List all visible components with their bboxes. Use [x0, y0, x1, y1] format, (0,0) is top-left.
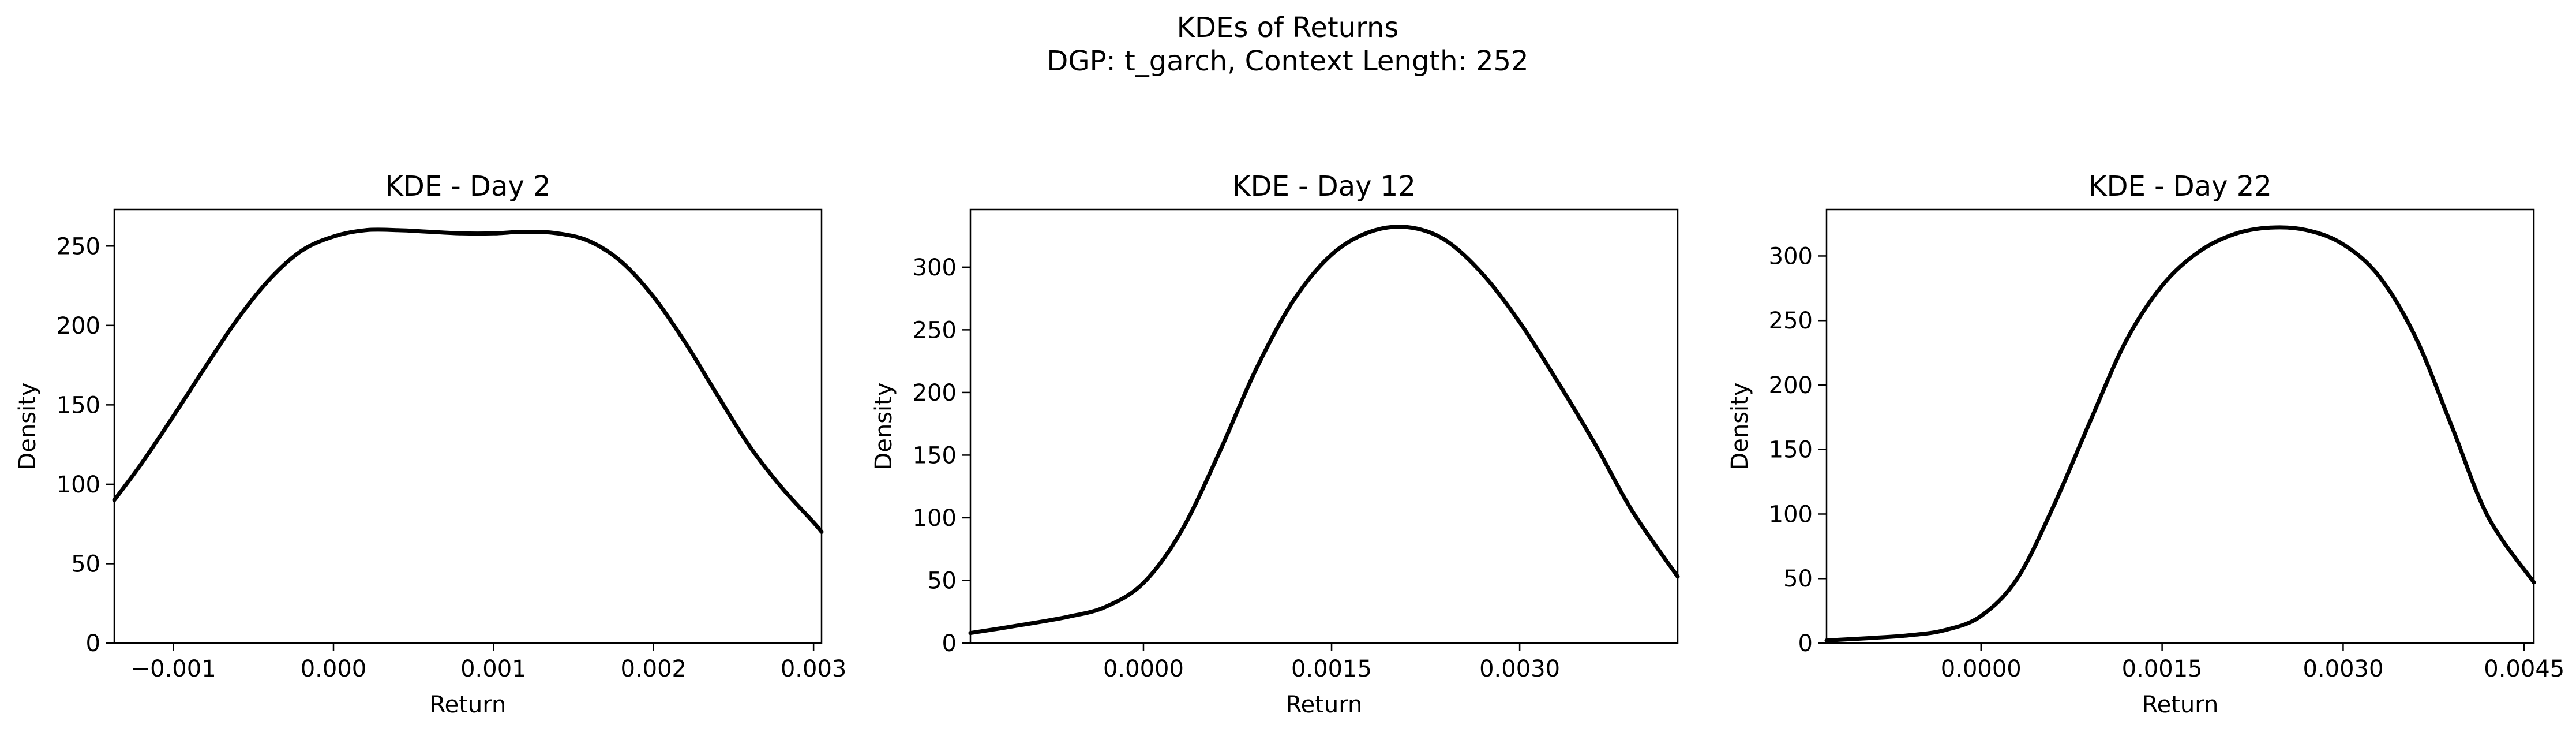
y-tick-label: 150	[57, 392, 100, 419]
y-axis-label: Density	[1727, 382, 1753, 470]
x-tick-label: 0.000	[301, 656, 367, 682]
y-tick-label: 250	[57, 233, 100, 260]
y-axis-label: Density	[871, 382, 897, 470]
y-tick-label: 200	[1769, 372, 1813, 399]
y-tick-label: 50	[1783, 566, 1813, 592]
figure-title-line1: KDEs of Returns	[1177, 12, 1399, 44]
y-tick-label: 50	[71, 551, 100, 577]
x-tick-label: 0.0015	[2122, 656, 2203, 682]
axes-frame	[1825, 208, 2535, 644]
subplot-day-22: 0.0000 0.0015 0.0030 0.0045 0 50 100 150 200 250 3…	[1727, 170, 2564, 718]
x-tick-label: 0.0000	[1103, 656, 1184, 682]
x-axis-label: Return	[1286, 692, 1363, 718]
x-axis-label: Return	[430, 692, 507, 718]
y-tick-label: 50	[927, 567, 957, 594]
axes-frame	[969, 208, 1679, 644]
x-tick-label: 0.0015	[1291, 656, 1372, 682]
y-tick-label: 0	[86, 630, 100, 657]
subplot-day-2: −0.001 0.000 0.001 0.002 0.003 0 50 100 150 200 25…	[14, 170, 846, 718]
subplot-title: KDE - Day 12	[1232, 170, 1416, 203]
kde-line	[1824, 225, 2536, 642]
y-tick-label: 0	[942, 630, 957, 657]
x-axis-label: Return	[2142, 692, 2219, 718]
y-tick-label: 150	[913, 442, 957, 469]
x-tick-label: 0.0030	[2303, 656, 2383, 682]
y-tick-label: 100	[913, 505, 957, 532]
subplot-title: KDE - Day 22	[2088, 170, 2272, 203]
figure-title-line2: DGP: t_garch, Context Length: 252	[1047, 45, 1528, 77]
y-tick-label: 250	[1769, 308, 1813, 334]
kde-line	[112, 227, 824, 534]
x-tick-label: 0.0000	[1941, 656, 2022, 682]
x-tick-label: 0.0030	[1479, 656, 1560, 682]
y-tick-label: 200	[913, 380, 957, 406]
y-tick-label: 200	[57, 313, 100, 339]
kde-line	[968, 225, 1680, 636]
y-tick-label: 300	[1769, 243, 1813, 270]
axes-frame	[113, 208, 823, 644]
x-tick-label: 0.0045	[2484, 656, 2564, 682]
subplot-day-12: 0.0000 0.0015 0.0030 0 50 100 150 200 250 300 KDE …	[871, 170, 1680, 718]
y-tick-label: 150	[1769, 437, 1813, 464]
y-tick-label: 100	[57, 472, 100, 498]
y-axis-label: Density	[14, 382, 41, 470]
x-tick-label: 0.002	[620, 656, 687, 682]
y-tick-label: 250	[913, 317, 957, 343]
y-tick-label: 0	[1798, 630, 1813, 657]
x-tick-label: 0.003	[781, 656, 847, 682]
x-tick-label: 0.001	[460, 656, 527, 682]
x-tick-label: −0.001	[131, 656, 216, 682]
y-tick-label: 300	[913, 255, 957, 281]
subplot-title: KDE - Day 2	[385, 170, 550, 203]
y-tick-label: 100	[1769, 501, 1813, 528]
